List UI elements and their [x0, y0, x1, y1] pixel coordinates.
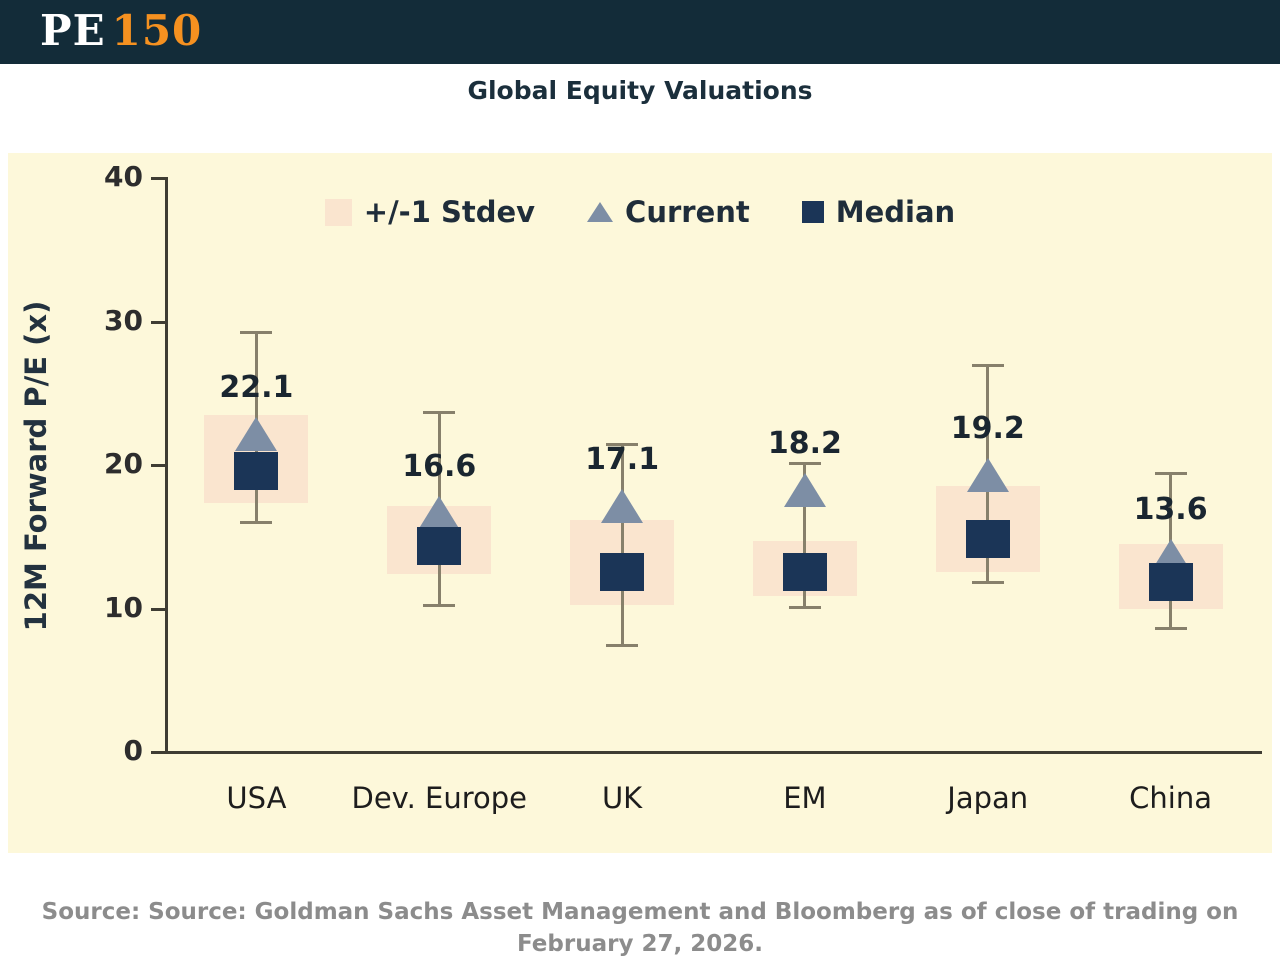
data-point-label: 17.1 [585, 441, 660, 477]
data-point-label: 13.6 [1133, 491, 1208, 527]
current-marker [235, 416, 278, 451]
whisker-cap-top [788, 461, 821, 465]
y-tick-mark [151, 464, 165, 467]
x-category-label: Dev. Europe [351, 781, 527, 815]
median-marker [965, 519, 1010, 558]
data-point-label: 18.2 [767, 425, 842, 461]
whisker-cap-top [1154, 471, 1187, 475]
x-axis-line [165, 751, 1262, 754]
median-marker [234, 452, 279, 491]
y-tick-mark [151, 751, 165, 754]
current-marker [418, 495, 461, 530]
source-note: Source: Source: Goldman Sachs Asset Mana… [41, 899, 1239, 958]
legend-label-median: Median [835, 195, 956, 229]
legend-item-current: Current [587, 195, 750, 229]
whisker-cap-bottom [606, 644, 639, 648]
legend-label-current: Current [625, 195, 750, 229]
legend-item-median: Median [801, 195, 956, 229]
y-axis-title: 12M Forward P/E (x) [19, 300, 53, 632]
y-tick-mark [151, 607, 165, 611]
x-category-label: USA [226, 781, 287, 815]
x-category-label: Japan [947, 781, 1029, 815]
whisker-cap-bottom [971, 581, 1004, 585]
page-title: Global Equity Valuations [467, 76, 813, 105]
y-tick-mark [151, 320, 165, 324]
whisker-line [803, 462, 807, 608]
data-point-label: 22.1 [219, 369, 294, 405]
data-point-label: 19.2 [950, 411, 1025, 447]
y-tick-label: 20 [104, 447, 143, 480]
logo-150-text: 150 [111, 6, 203, 55]
median-marker [1148, 562, 1193, 601]
data-point-label: 16.6 [402, 448, 477, 484]
square-icon [801, 201, 824, 223]
logo-pe-text: PE [40, 6, 106, 55]
whisker-cap-top [240, 330, 273, 334]
whisker-cap-bottom [788, 605, 821, 609]
triangle-icon [587, 202, 614, 222]
y-tick-label: 40 [104, 160, 143, 193]
y-tick-mark [151, 177, 165, 180]
whisker-cap-bottom [1154, 627, 1187, 631]
x-category-label: UK [601, 781, 643, 815]
current-marker [966, 458, 1009, 493]
whisker-cap-bottom [423, 604, 456, 608]
y-tick-label: 10 [104, 590, 143, 624]
median-marker [782, 552, 827, 591]
whisker-cap-top [971, 363, 1004, 367]
median-marker [417, 526, 462, 565]
chart-panel: +/-1 Stdev Current Median 12M Forward P/… [8, 153, 1272, 853]
current-marker [783, 472, 826, 507]
whisker-cap-top [423, 411, 456, 415]
pe150-logo: PE 150 [40, 6, 202, 55]
header-bar: PE 150 [0, 0, 1280, 64]
whisker-line [620, 443, 624, 647]
y-tick-label: 30 [104, 303, 143, 337]
median-marker [600, 552, 645, 591]
band-swatch-icon [324, 198, 352, 226]
x-category-label: EM [783, 781, 827, 815]
legend-item-stdev: +/-1 Stdev [324, 195, 536, 229]
y-tick-label: 0 [123, 734, 143, 767]
whisker-cap-bottom [240, 520, 273, 524]
x-category-label: China [1129, 781, 1212, 815]
chart-legend: +/-1 Stdev Current Median [8, 195, 1272, 229]
whisker-cap-top [606, 442, 639, 446]
y-axis-line [165, 177, 168, 754]
current-marker [601, 488, 644, 523]
legend-label-stdev: +/-1 Stdev [363, 195, 536, 229]
